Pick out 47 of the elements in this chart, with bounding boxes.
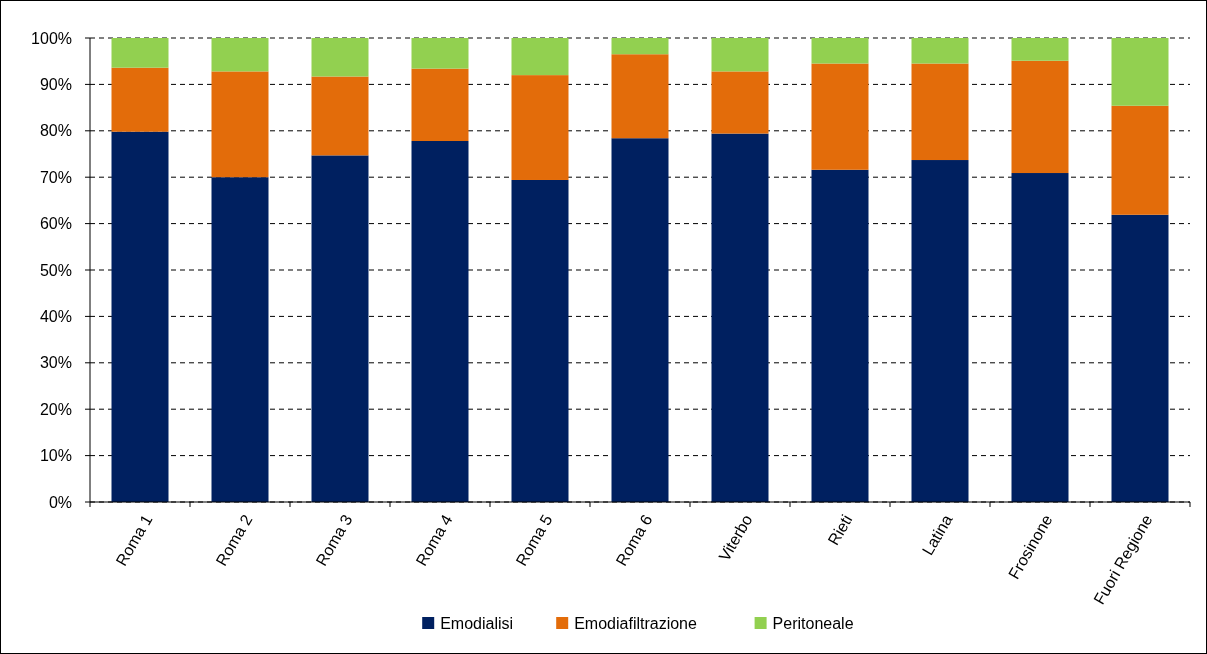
bar [411, 141, 469, 502]
bar [711, 71, 769, 134]
y-tick-label: 80% [39, 122, 72, 140]
y-tick-label: 30% [39, 354, 72, 372]
bar [311, 155, 369, 502]
y-tick-label: 0% [48, 493, 72, 511]
bar [411, 68, 469, 142]
legend-label: Emodialisi [440, 614, 514, 632]
bar [1011, 173, 1069, 502]
bar [911, 63, 969, 161]
legend-label: Peritoneale [772, 614, 854, 632]
bar [411, 38, 469, 69]
bar [1111, 214, 1169, 502]
bar [611, 38, 669, 55]
bar [511, 179, 569, 502]
y-tick-label: 70% [39, 168, 72, 186]
bar [811, 38, 869, 64]
legend-label: Emodiafiltrazione [574, 614, 698, 632]
y-tick-label: 100% [31, 29, 72, 47]
bar [611, 54, 669, 139]
bar [611, 138, 669, 502]
bar [211, 177, 269, 502]
bar [311, 38, 369, 77]
bar [1011, 60, 1069, 174]
y-tick-label: 10% [39, 447, 72, 465]
bar [711, 133, 769, 502]
bar [511, 38, 569, 76]
bar [811, 63, 869, 170]
bar [911, 38, 969, 64]
bar [911, 160, 969, 502]
y-tick-label: 60% [39, 215, 72, 233]
y-tick-label: 20% [39, 400, 72, 418]
bar [311, 76, 369, 156]
bar [111, 131, 169, 502]
y-tick-label: 50% [39, 261, 72, 279]
bar [1111, 38, 1169, 106]
bar [711, 38, 769, 72]
bar [211, 38, 269, 72]
y-tick-label: 90% [39, 76, 72, 93]
bar [111, 67, 169, 132]
bar [811, 169, 869, 502]
bar [211, 71, 269, 178]
bar [1011, 38, 1069, 61]
bar [511, 75, 569, 180]
y-tick-label: 40% [39, 308, 72, 325]
bar [1111, 105, 1169, 215]
bar [111, 38, 169, 68]
